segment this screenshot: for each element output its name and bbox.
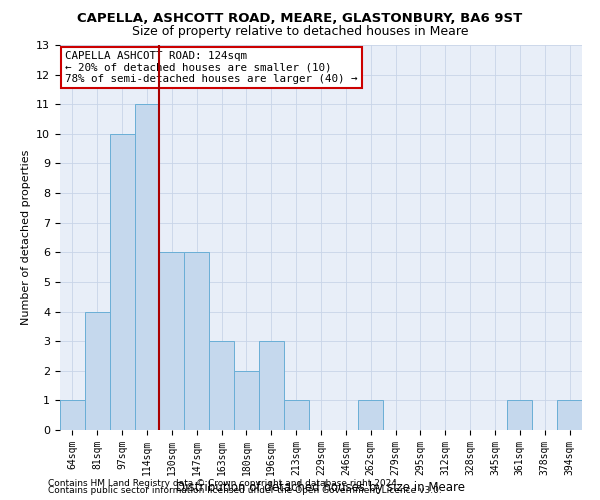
Bar [85, 312, 110, 430]
Text: Contains HM Land Registry data © Crown copyright and database right 2024.: Contains HM Land Registry data © Crown c… [48, 478, 400, 488]
Text: CAPELLA, ASHCOTT ROAD, MEARE, GLASTONBURY, BA6 9ST: CAPELLA, ASHCOTT ROAD, MEARE, GLASTONBUR… [77, 12, 523, 26]
Bar [60, 400, 85, 430]
Bar [284, 400, 308, 430]
Text: CAPELLA ASHCOTT ROAD: 124sqm
← 20% of detached houses are smaller (10)
78% of se: CAPELLA ASHCOTT ROAD: 124sqm ← 20% of de… [65, 51, 358, 84]
Text: Size of property relative to detached houses in Meare: Size of property relative to detached ho… [132, 25, 468, 38]
Bar [160, 252, 184, 430]
Bar [557, 400, 582, 430]
Text: Contains public sector information licensed under the Open Government Licence v3: Contains public sector information licen… [48, 486, 442, 495]
Bar [134, 104, 160, 430]
Bar [508, 400, 532, 430]
Bar [209, 341, 234, 430]
Bar [184, 252, 209, 430]
Bar [110, 134, 134, 430]
Y-axis label: Number of detached properties: Number of detached properties [20, 150, 31, 325]
Bar [259, 341, 284, 430]
Bar [358, 400, 383, 430]
Bar [234, 371, 259, 430]
X-axis label: Distribution of detached houses by size in Meare: Distribution of detached houses by size … [176, 480, 466, 494]
